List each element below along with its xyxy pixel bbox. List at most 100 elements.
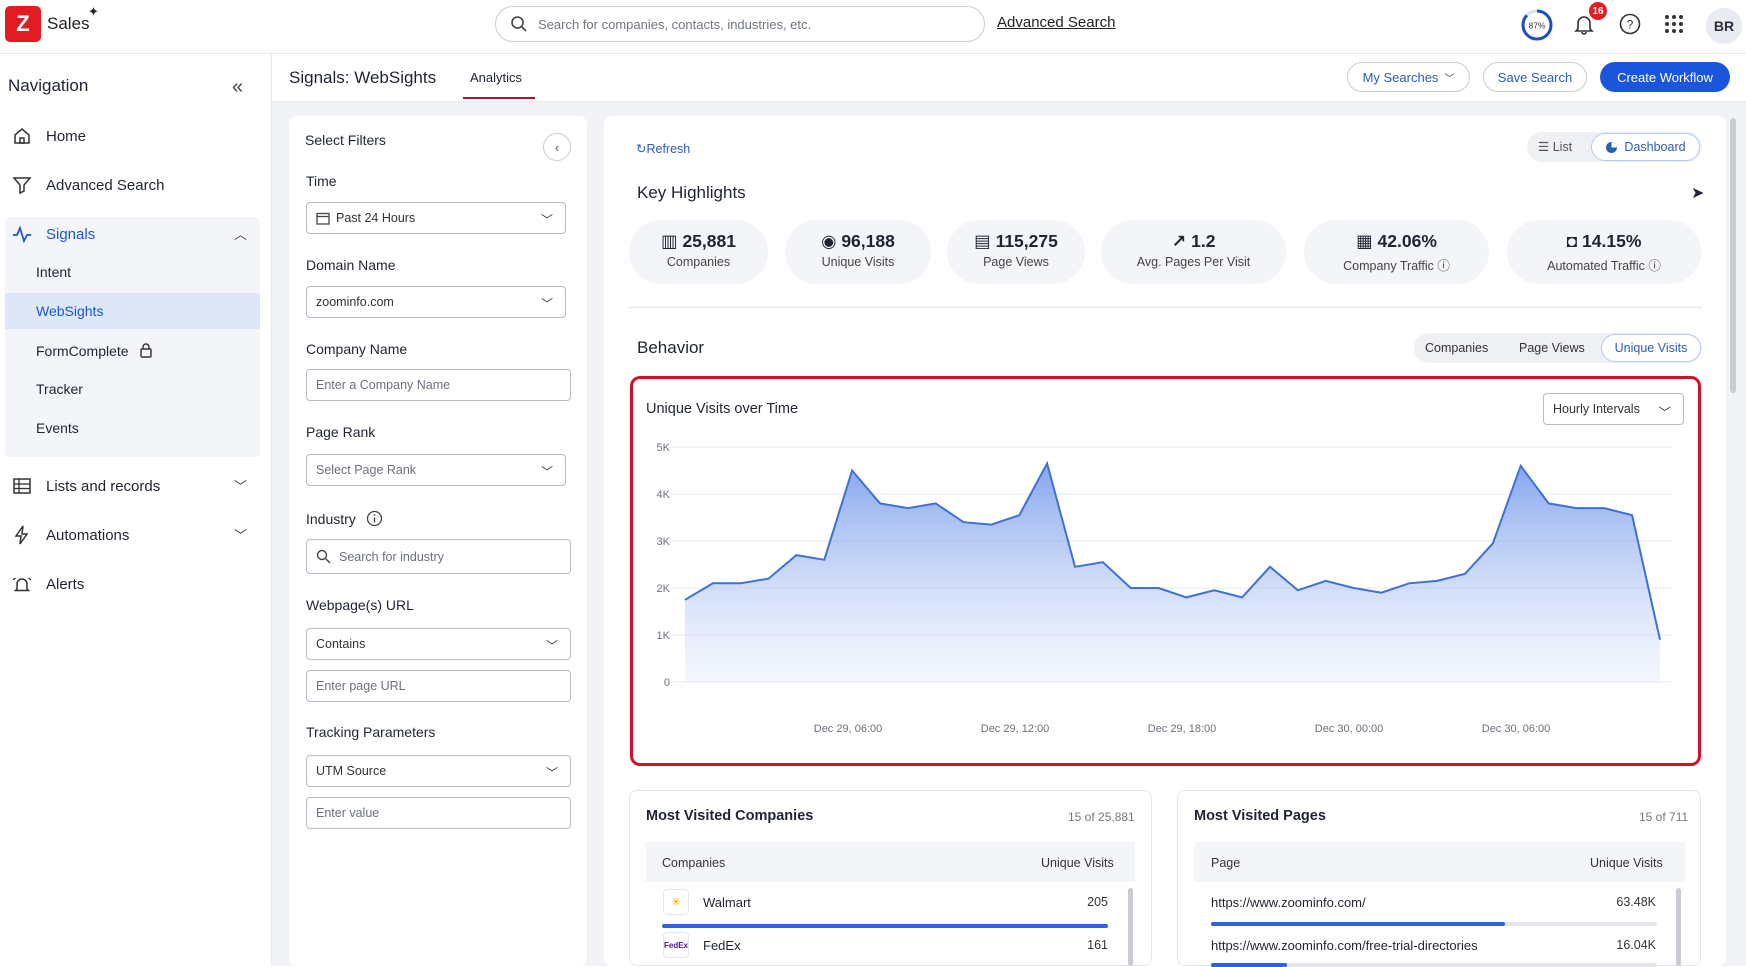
sparkle-icon: ✦ (88, 4, 99, 19)
unique-visits-area-chart: 5K 4K 3K 2K 1K 0 Dec 29, 06:00 Dec 29, 12:00 De… (657, 442, 1672, 735)
chevron-down-icon[interactable]: ﹀ (234, 528, 248, 543)
advanced-search-link[interactable]: Advanced Search (997, 14, 1116, 31)
x-tick-label: Dec 30, 00:00 (1315, 723, 1384, 735)
page-url-input[interactable]: Enter page URL (306, 670, 571, 702)
kpi-label: Automated Traffic (1547, 259, 1645, 273)
x-tick-label: Dec 29, 18:00 (1148, 723, 1217, 735)
filter-icon (12, 177, 32, 195)
collapse-filters-button[interactable]: ‹ (543, 133, 571, 161)
nav-label-automations: Automations (46, 526, 130, 544)
interval-value: Hourly Intervals (1553, 402, 1640, 416)
page-bar-track (1211, 963, 1657, 967)
info-icon[interactable] (366, 510, 383, 527)
nav-item-alerts[interactable]: Alerts (12, 574, 84, 594)
nav-item-lists-records[interactable]: Lists and records (12, 476, 160, 496)
sidebar-item-intent[interactable]: Intent (36, 264, 72, 280)
page-url[interactable]: https://www.zoominfo.com/free-trial-dire… (1211, 938, 1478, 953)
search-placeholder: Search for companies, contacts, industri… (538, 16, 812, 32)
tracking-value-input[interactable]: Enter value (306, 797, 571, 829)
nav-label-home: Home (46, 127, 87, 145)
list-icon: ☰ (1538, 140, 1550, 154)
company-name-input[interactable]: Enter a Company Name (306, 369, 571, 401)
unique-visits-col-header: Unique Visits (1041, 856, 1114, 870)
create-workflow-button[interactable]: Create Workflow (1600, 62, 1730, 92)
kpi-value: 14.15% (1582, 231, 1642, 251)
sidebar-item-events[interactable]: Events (36, 420, 79, 436)
kpi-label: Unique Visits (821, 255, 895, 269)
page-rank-select[interactable]: Select Page Rank ﹀ (306, 454, 566, 486)
dashboard-view-label: Dashboard (1624, 140, 1686, 154)
sidebar-item-tracker[interactable]: Tracker (36, 381, 83, 397)
kpi-company-traffic: ▦ 42.06% Company Traffic ⓘ (1304, 220, 1489, 284)
nav-label-signals: Signals (46, 225, 96, 243)
nav-item-automations[interactable]: Automations (12, 525, 129, 545)
dashboard-view-button[interactable]: Dashboard (1591, 133, 1700, 161)
url-operator-select[interactable]: Contains ﹀ (306, 628, 571, 660)
chevron-up-icon[interactable]: ︿ (234, 227, 248, 242)
pages-scrollbar[interactable] (1676, 888, 1681, 966)
help-icon[interactable]: ? (1618, 12, 1642, 36)
company-visits: 161 (1087, 938, 1108, 952)
tracking-parameters-label: Tracking Parameters (306, 724, 436, 740)
y-tick-label: 1K (657, 630, 671, 642)
chevron-down-icon: ﹀ (1444, 73, 1455, 85)
nav-item-advanced-search[interactable]: Advanced Search (12, 175, 164, 195)
industry-search-input[interactable]: Search for industry (306, 539, 571, 574)
companies-scrollbar[interactable] (1128, 888, 1133, 966)
chevron-down-icon: ﹀ (545, 639, 558, 653)
kpi-label: Avg. Pages Per Visit (1136, 255, 1251, 269)
time-select[interactable]: Past 24 Hours ﹀ (306, 202, 566, 234)
page-header (272, 54, 1746, 102)
app-logo[interactable]: Z (5, 6, 41, 42)
signals-group (5, 217, 260, 457)
behavior-tab-unique-visits[interactable]: Unique Visits (1601, 334, 1701, 362)
formcomplete-label: FormComplete (36, 343, 129, 359)
industry-placeholder: Search for industry (339, 549, 444, 564)
behavior-tab-companies[interactable]: Companies (1425, 341, 1489, 355)
sidebar-item-websights[interactable]: WebSights (36, 303, 104, 319)
global-search-input[interactable]: Search for companies, contacts, industri… (495, 6, 985, 42)
nav-item-signals[interactable]: Signals (12, 224, 95, 244)
page-visits-col-header: Unique Visits (1590, 856, 1663, 870)
save-search-button[interactable]: Save Search (1483, 62, 1587, 92)
nav-item-home[interactable]: Home (12, 126, 86, 146)
my-searches-button[interactable]: My Searches ﹀ (1347, 62, 1470, 92)
trend-icon: ↗ (1171, 231, 1187, 251)
page-scrollbar[interactable] (1730, 118, 1736, 393)
search-icon (511, 16, 527, 32)
webpage-url-label: Webpage(s) URL (306, 597, 414, 613)
nav-label-lists: Lists and records (46, 477, 161, 495)
interval-select[interactable]: Hourly Intervals ﹀ (1543, 393, 1684, 425)
tracking-parameter-select[interactable]: UTM Source ﹀ (306, 755, 571, 787)
company-bar (662, 924, 1108, 928)
info-icon[interactable]: ⓘ (1648, 259, 1661, 273)
page-visits: 63.48K (1616, 895, 1656, 909)
page-bar (1211, 963, 1287, 967)
app-grid-icon[interactable] (1663, 13, 1685, 35)
kpi-value: 1.2 (1191, 231, 1216, 251)
chevron-down-icon[interactable]: ﹀ (234, 479, 248, 494)
page-url[interactable]: https://www.zoominfo.com/ (1211, 895, 1366, 910)
company-name[interactable]: FedEx (703, 938, 741, 953)
collapse-sidebar-icon[interactable]: « (232, 76, 244, 98)
sidebar-item-formcomplete[interactable]: FormComplete (36, 342, 154, 359)
kpi-value: 25,881 (682, 231, 736, 251)
info-icon[interactable]: ⓘ (1437, 259, 1450, 273)
tab-analytics[interactable]: Analytics (470, 70, 523, 85)
building-icon: ▥ (661, 231, 678, 251)
refresh-button[interactable]: ↻Refresh (636, 141, 690, 156)
domain-select[interactable]: zoominfo.com ﹀ (306, 286, 566, 318)
lightning-icon (14, 525, 29, 545)
chart-title: Unique Visits over Time (646, 401, 799, 417)
active-tab-indicator (463, 97, 535, 99)
behavior-tab-page-views[interactable]: Page Views (1519, 341, 1585, 355)
bell-icon[interactable] (1572, 12, 1596, 36)
user-avatar[interactable]: BR (1706, 8, 1742, 44)
usage-progress-ring[interactable]: 87% (1520, 8, 1554, 42)
page-bar (1211, 922, 1506, 926)
list-view-button[interactable]: ☰ List (1538, 139, 1572, 154)
mouse-cursor-icon: ➤ (1691, 185, 1705, 202)
companies-card-count: 15 of 25,881 (1068, 810, 1135, 824)
kpi-avg-pages: ↗ 1.2 Avg. Pages Per Visit (1101, 220, 1286, 284)
company-name[interactable]: Walmart (703, 895, 751, 910)
